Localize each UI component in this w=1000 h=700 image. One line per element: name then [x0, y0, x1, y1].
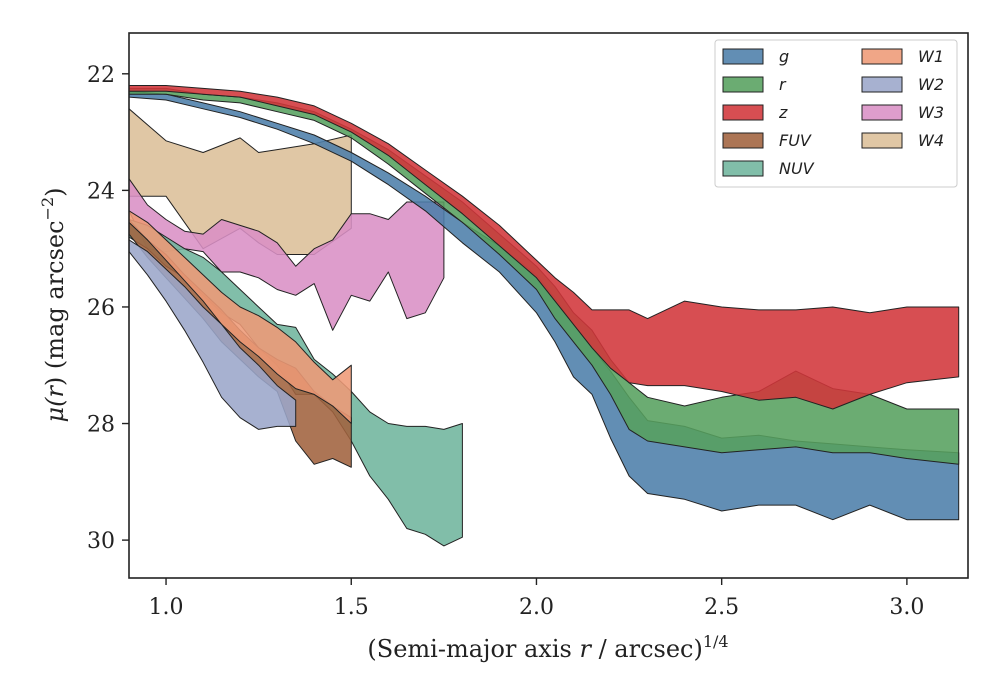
plot-frame	[128, 32, 969, 579]
y-tick-label: 22	[87, 63, 115, 88]
legend-swatch-g	[722, 48, 764, 65]
x-tick-label: 1.0	[149, 595, 184, 620]
legend-label-w4: W4	[918, 131, 944, 150]
y-axis: 22 24 26 28 30	[87, 63, 129, 554]
legend-label-w3: W3	[918, 103, 944, 122]
legend-label-g: g	[779, 47, 789, 66]
legend-swatch-w3	[861, 104, 903, 121]
legend-label-w2: W2	[918, 75, 944, 94]
legend-label-z: z	[778, 103, 788, 122]
legend-swatch-nuv	[722, 160, 764, 177]
series-layer	[129, 85, 960, 547]
y-axis-label: μ(r) (mag arcsec−2)	[38, 187, 69, 422]
y-tick-label: 28	[87, 413, 115, 438]
legend-label-r: r	[779, 75, 787, 94]
y-tick-label: 26	[87, 296, 115, 321]
legend-swatch-z	[722, 104, 764, 121]
x-tick-label: 2.5	[704, 595, 739, 620]
legend-swatch-w4	[861, 132, 903, 149]
legend-swatch-fuv	[722, 132, 764, 149]
legend-label-fuv: FUV	[779, 131, 812, 150]
series-band-g	[129, 90, 960, 521]
series-band-z	[129, 85, 960, 410]
legend-label-w1: W1	[918, 47, 944, 66]
legend-swatch-w1	[861, 48, 903, 65]
x-tick-label: 3.0	[889, 595, 924, 620]
x-axis: 1.0 1.5 2.0 2.5 3.0	[149, 578, 924, 620]
y-tick-label: 30	[87, 529, 115, 554]
legend-swatch-w2	[861, 76, 903, 93]
series-band-w1	[129, 210, 352, 424]
legend-label-nuv: NUV	[779, 159, 815, 178]
series-band-w2	[129, 239, 297, 430]
legend: grz FUV NUV W1 W2 W3 W4	[714, 39, 958, 188]
y-tick-label: 24	[87, 179, 115, 204]
x-axis-label: (Semi-major axis r / arcsec)1/4	[367, 632, 728, 663]
legend-swatch-r	[722, 76, 764, 93]
x-tick-label: 2.0	[519, 595, 554, 620]
x-tick-label: 1.5	[334, 595, 369, 620]
